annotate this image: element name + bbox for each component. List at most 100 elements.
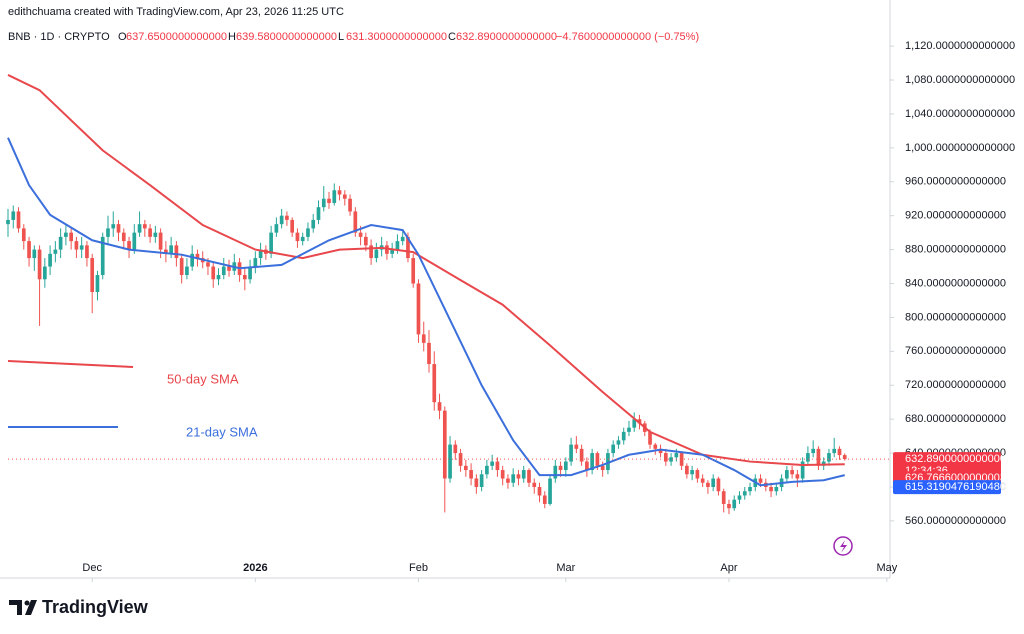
candle-body xyxy=(37,249,42,280)
y-tick-label: 760.0000000000000 xyxy=(905,345,1006,357)
candle-body xyxy=(6,219,10,225)
candle-body xyxy=(600,465,605,471)
candle-body xyxy=(611,444,616,454)
candle-body xyxy=(285,215,289,220)
annotation: 21-day SMA xyxy=(186,424,258,439)
candle-body xyxy=(648,431,652,445)
legend-value: 637.6500000000000 xyxy=(126,31,227,43)
candle-body xyxy=(342,194,347,199)
candle-body xyxy=(121,232,126,242)
candle-body xyxy=(506,478,510,483)
candle-body xyxy=(227,266,231,271)
candle-body xyxy=(785,470,789,479)
credit: edithchuama created with TradingView.com… xyxy=(8,6,344,18)
logo: TradingView xyxy=(9,597,149,617)
price-label-box xyxy=(893,480,1001,495)
logo-mark xyxy=(25,600,37,615)
candle-body xyxy=(563,461,568,471)
candle-body xyxy=(674,453,679,458)
candle-body xyxy=(727,503,731,509)
candle-body xyxy=(427,342,431,365)
candle-body xyxy=(453,444,458,454)
candle-body xyxy=(58,236,63,250)
candle-body xyxy=(758,478,763,483)
y-tick-label: 1,040.0000000000000 xyxy=(905,108,1015,120)
candle-body xyxy=(85,245,89,259)
logo-mark xyxy=(9,600,22,615)
candle-body xyxy=(190,253,195,267)
brand: TradingView xyxy=(42,597,149,617)
candle-body xyxy=(806,453,810,462)
sma50-sample xyxy=(7,360,134,368)
candle-body xyxy=(364,236,368,246)
candle-body xyxy=(474,478,479,487)
x-tick-label: Feb xyxy=(409,562,428,574)
x-tick-label: Apr xyxy=(720,562,737,574)
candle-body xyxy=(137,224,142,233)
candle-body xyxy=(400,236,405,242)
candle-body xyxy=(742,491,747,496)
candle-body xyxy=(700,478,705,483)
candle-body xyxy=(716,478,721,492)
candle-body xyxy=(663,453,668,462)
candle-body xyxy=(406,236,410,259)
candle-body xyxy=(153,232,158,237)
candle-body xyxy=(248,266,252,280)
candle-body xyxy=(21,228,26,242)
sma-line xyxy=(7,137,845,487)
candle-body xyxy=(327,198,331,203)
candle-body xyxy=(632,419,637,428)
candle-body xyxy=(616,440,621,445)
candle-body xyxy=(142,224,147,229)
candle-body xyxy=(706,482,710,487)
candle-body xyxy=(495,461,500,471)
candle-body xyxy=(274,224,279,233)
candle-body xyxy=(832,448,837,454)
candle-body xyxy=(16,211,21,229)
candle-body xyxy=(164,249,168,254)
y-tick-label: 680.0000000000000 xyxy=(905,413,1006,425)
candle-body xyxy=(253,258,258,267)
price-label: 632.8900000000000 xyxy=(905,453,1006,465)
event-icon[interactable] xyxy=(833,536,853,556)
candle-body xyxy=(306,228,310,237)
candle-body xyxy=(132,232,137,250)
annotation: 50-day SMA xyxy=(167,371,239,386)
candle-body xyxy=(216,275,221,280)
candle-body xyxy=(311,219,316,229)
candle-body xyxy=(211,266,216,280)
candle-body xyxy=(637,419,642,424)
y-tick-label: 560.0000000000000 xyxy=(905,515,1006,527)
event-icon-bolt xyxy=(840,540,847,553)
candle-body xyxy=(295,232,300,242)
y-tick-label: 1,080.0000000000000 xyxy=(905,74,1015,86)
candle-body xyxy=(95,275,100,292)
candle-body xyxy=(416,283,421,335)
candle-body xyxy=(585,461,589,471)
candle-body xyxy=(542,495,547,504)
x-tick-label: 2026 xyxy=(243,562,267,574)
y-tick-label: 800.0000000000000 xyxy=(905,311,1006,323)
candle-body xyxy=(721,491,726,504)
legend-key: H xyxy=(228,31,236,43)
candle-body xyxy=(442,410,447,479)
candle-body xyxy=(690,470,694,475)
candle-body xyxy=(195,253,200,259)
legend-value: 632.8900000000000 xyxy=(456,31,557,43)
y-tick-label: 840.0000000000000 xyxy=(905,277,1006,289)
candle-body xyxy=(590,453,594,471)
symbol: BNB · 1D · CRYPTO xyxy=(8,31,110,43)
candle-body xyxy=(258,249,263,259)
candle-body xyxy=(64,232,68,237)
legend-value: 639.5800000000000 xyxy=(236,31,337,43)
x-tick-label: Dec xyxy=(82,562,102,574)
candle-body xyxy=(48,253,52,267)
candle-body xyxy=(511,474,516,483)
candle-body xyxy=(748,486,752,492)
candle-body xyxy=(206,262,210,267)
candle-body xyxy=(569,444,573,462)
legend-key: L xyxy=(338,31,344,43)
candle-body xyxy=(621,431,626,441)
candle-body xyxy=(737,495,742,500)
candle-body xyxy=(463,465,468,471)
